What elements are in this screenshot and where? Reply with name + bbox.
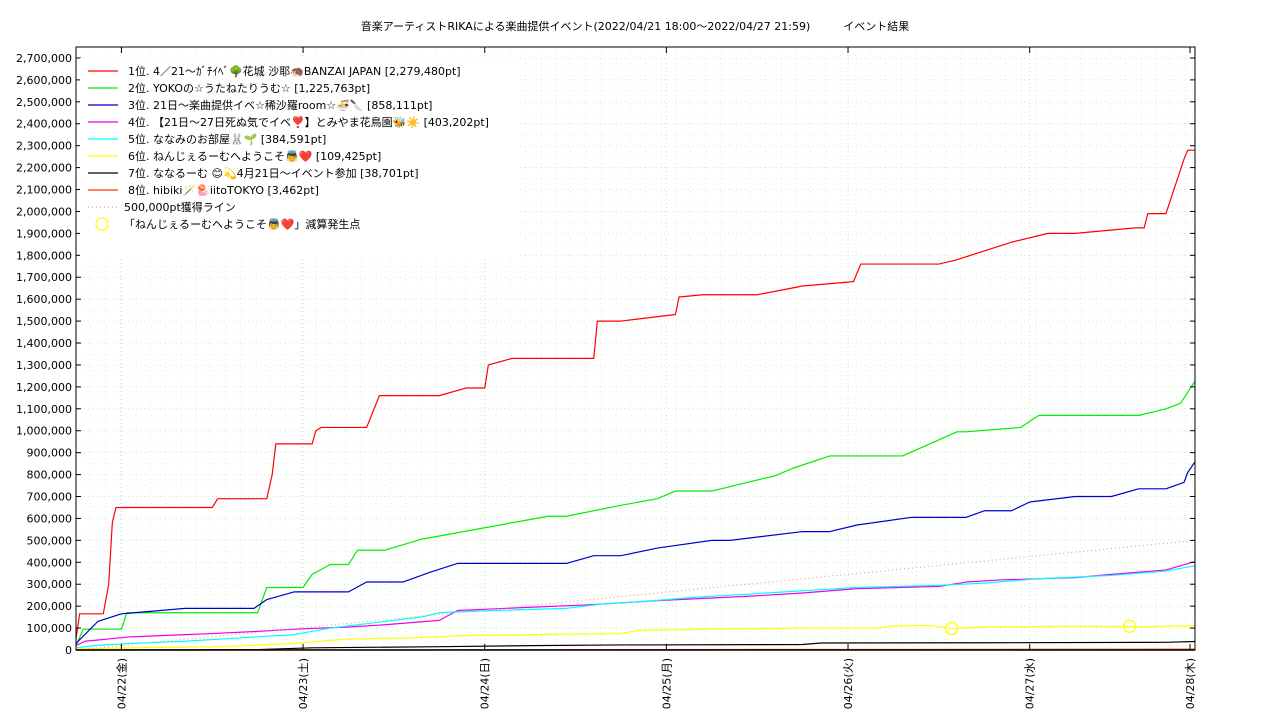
decrement-marker-1: [944, 621, 959, 636]
chart-title: 音楽アーティストRIKAによる楽曲提供イベント(2022/04/21 18:00…: [361, 19, 910, 33]
y-tick-label: 1,300,000: [16, 359, 72, 372]
series-line-7: [75, 640, 1196, 651]
x-tick-label: 04/22(金): [114, 658, 128, 709]
legend-label-3: 3位. 21日～楽曲提供イベ☆稀沙羅room☆🍜🔪 [858,111pt]: [128, 98, 432, 112]
legend-label-7: 7位. ななるーむ 😊💫4月21日～イベント参加 [38,701pt]: [128, 166, 419, 181]
x-tick-label: 04/25(月): [660, 658, 673, 709]
legend: 1位. 4／21～ｶﾞﾁｲﾍﾞ🌳花城 沙耶🦔BANZAI JAPAN [2,27…: [80, 58, 520, 258]
legend-marker-label: 「ねんじぇるーむへようこそ👼❤️」減算発生点: [124, 217, 360, 231]
legend-label-4: 4位. 【21日～27日死ぬ気でイベ❣️】とみやま花鳥園🐝☀️ [403,202…: [128, 115, 489, 129]
y-tick-label: 2,300,000: [16, 140, 72, 153]
y-tick-label: 1,200,000: [16, 381, 72, 394]
y-tick-label: 800,000: [27, 469, 73, 482]
legend-label-2: 2位. YOKOの☆うたねたりうむ☆ [1,225,763pt]: [128, 81, 370, 95]
series-line-5: [75, 565, 1196, 649]
legend-background: [80, 58, 520, 258]
y-tick-label: 2,700,000: [16, 52, 72, 65]
y-tick-label: 2,100,000: [16, 184, 72, 197]
y-tick-label: 600,000: [27, 512, 73, 525]
y-tick-label: 900,000: [27, 447, 73, 460]
y-tick-label: 2,600,000: [16, 74, 72, 87]
y-tick-label: 1,500,000: [16, 315, 72, 328]
series-line-1: [75, 149, 1195, 640]
y-tick-label: 1,000,000: [16, 425, 72, 438]
legend-label-1: 1位. 4／21～ｶﾞﾁｲﾍﾞ🌳花城 沙耶🦔BANZAI JAPAN [2,27…: [128, 64, 461, 78]
x-tick-label: 04/26(火): [842, 658, 855, 709]
y-tick-label: 2,400,000: [16, 118, 72, 131]
y-tick-label: 300,000: [27, 578, 73, 591]
decrement-markers: [944, 619, 1137, 636]
y-tick-label: 500,000: [27, 534, 73, 547]
legend-label-6: 6位. ねんじぇるーむへようこそ👼❤️ [109,425pt]: [128, 149, 381, 163]
legend-marker-swatch: [95, 217, 109, 231]
x-tick-label: 04/24(日): [479, 658, 492, 709]
y-tick-label: 1,100,000: [16, 403, 72, 416]
x-tick-label: 04/27(水): [1024, 658, 1037, 709]
y-tick-label: 0: [65, 644, 72, 657]
y-tick-label: 100,000: [27, 622, 73, 635]
x-tick-label: 04/28(木): [1184, 658, 1197, 709]
axes: 0 100,000 200,000 300,000 400,000 500,000 600,…: [16, 46, 1197, 709]
series-line-9: [75, 539, 1196, 651]
y-tick-label: 2,200,000: [16, 162, 72, 175]
y-tick-label: 1,900,000: [16, 227, 72, 240]
series-line-2: [75, 380, 1196, 646]
y-tick-label: 1,400,000: [16, 337, 72, 350]
y-tick-label: 2,500,000: [16, 96, 72, 109]
series-line-6: [75, 624, 1196, 650]
y-tick-label: 1,800,000: [16, 249, 72, 262]
y-tick-label: 1,600,000: [16, 293, 72, 306]
legend-label-9: 500,000pt獲得ライン: [124, 201, 236, 214]
y-tick-label: 200,000: [27, 600, 73, 613]
y-tick-label: 400,000: [27, 556, 73, 569]
x-tick-label: 04/23(土): [297, 658, 310, 709]
legend-label-5: 5位. ななみのお部屋🐰🌱 [384,591pt]: [128, 132, 326, 146]
y-tick-label: 1,700,000: [16, 271, 72, 284]
decrement-marker-2: [1122, 619, 1137, 633]
series-line-3: [75, 461, 1196, 644]
y-tick-label: 700,000: [27, 491, 73, 504]
y-tick-label: 2,000,000: [16, 205, 72, 218]
series-line-4: [75, 561, 1196, 647]
legend-label-8: 8位. hibiki🪄🪼iitoTOKYO [3,462pt]: [128, 183, 319, 197]
